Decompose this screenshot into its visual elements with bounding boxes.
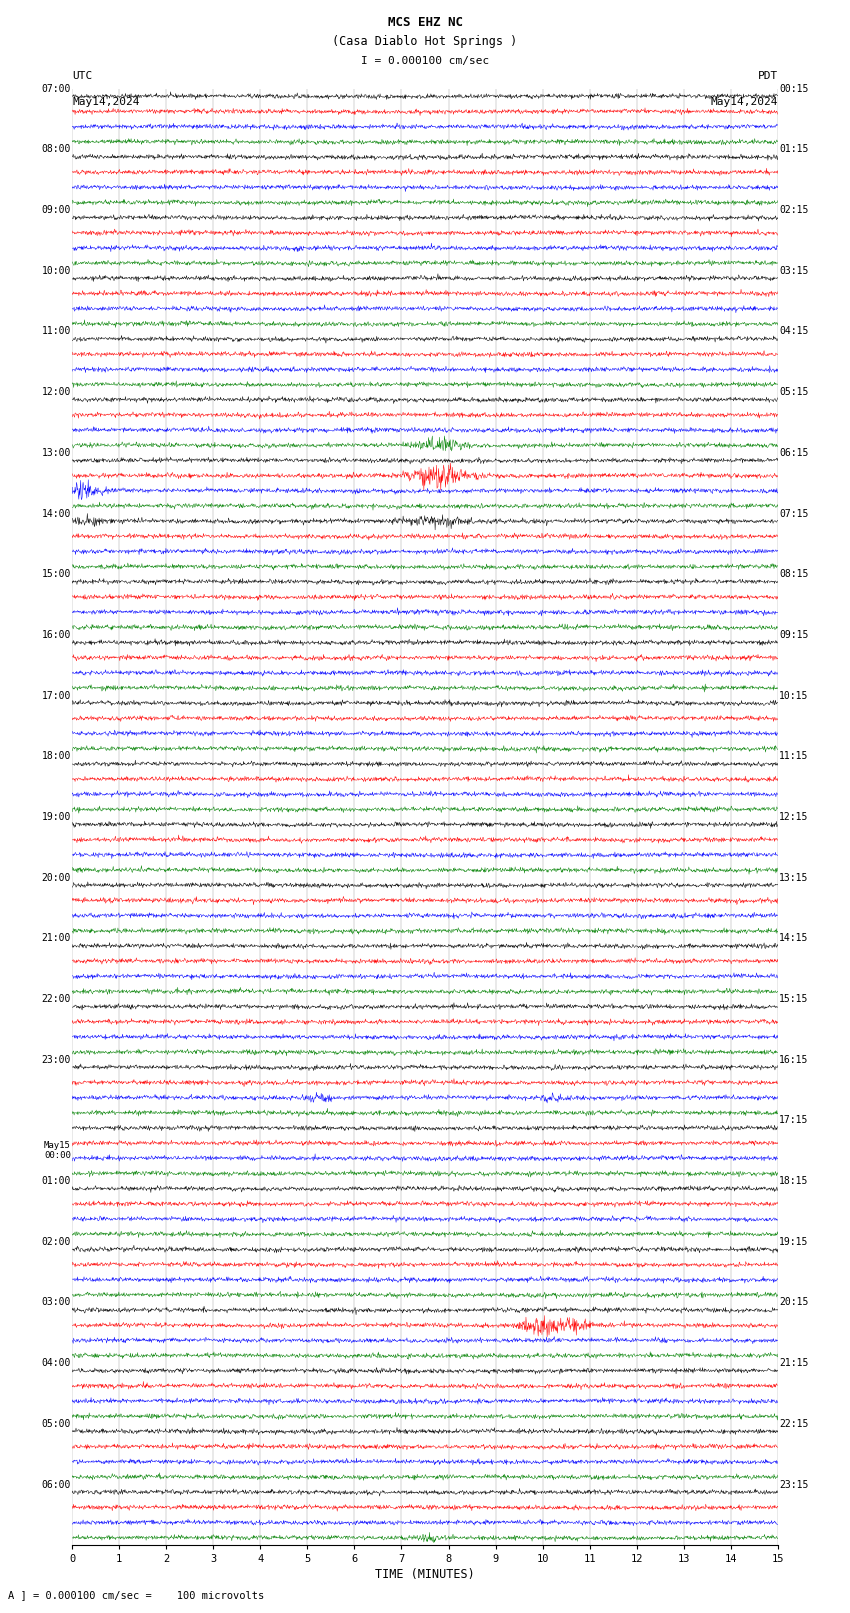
Text: 19:15: 19:15 xyxy=(779,1237,808,1247)
Text: 08:00: 08:00 xyxy=(42,145,71,155)
Text: 22:15: 22:15 xyxy=(779,1419,808,1429)
Text: 06:00: 06:00 xyxy=(42,1479,71,1489)
Text: May14,2024: May14,2024 xyxy=(72,97,139,106)
Text: 18:15: 18:15 xyxy=(779,1176,808,1186)
Text: 13:15: 13:15 xyxy=(779,873,808,882)
Text: 14:00: 14:00 xyxy=(42,508,71,518)
Text: MCS EHZ NC: MCS EHZ NC xyxy=(388,16,462,29)
Text: 07:00: 07:00 xyxy=(42,84,71,94)
Text: 09:15: 09:15 xyxy=(779,631,808,640)
Text: 16:15: 16:15 xyxy=(779,1055,808,1065)
Text: 21:00: 21:00 xyxy=(42,934,71,944)
Text: PDT: PDT xyxy=(757,71,778,81)
Text: 12:00: 12:00 xyxy=(42,387,71,397)
Text: 09:00: 09:00 xyxy=(42,205,71,215)
Text: UTC: UTC xyxy=(72,71,93,81)
Text: 15:15: 15:15 xyxy=(779,994,808,1003)
Text: 08:15: 08:15 xyxy=(779,569,808,579)
Text: 21:15: 21:15 xyxy=(779,1358,808,1368)
Text: I = 0.000100 cm/sec: I = 0.000100 cm/sec xyxy=(361,56,489,66)
Text: 13:00: 13:00 xyxy=(42,448,71,458)
Text: 16:00: 16:00 xyxy=(42,631,71,640)
Text: 20:15: 20:15 xyxy=(779,1297,808,1308)
Text: 00:15: 00:15 xyxy=(779,84,808,94)
Text: 14:15: 14:15 xyxy=(779,934,808,944)
Text: 22:00: 22:00 xyxy=(42,994,71,1003)
Text: 15:00: 15:00 xyxy=(42,569,71,579)
Text: 07:15: 07:15 xyxy=(779,508,808,518)
X-axis label: TIME (MINUTES): TIME (MINUTES) xyxy=(375,1568,475,1581)
Text: 04:00: 04:00 xyxy=(42,1358,71,1368)
Text: 03:00: 03:00 xyxy=(42,1297,71,1308)
Text: 18:00: 18:00 xyxy=(42,752,71,761)
Text: 02:00: 02:00 xyxy=(42,1237,71,1247)
Text: May14,2024: May14,2024 xyxy=(711,97,778,106)
Text: 12:15: 12:15 xyxy=(779,811,808,823)
Text: 17:00: 17:00 xyxy=(42,690,71,700)
Text: 10:15: 10:15 xyxy=(779,690,808,700)
Text: 02:15: 02:15 xyxy=(779,205,808,215)
Text: A ] = 0.000100 cm/sec =    100 microvolts: A ] = 0.000100 cm/sec = 100 microvolts xyxy=(8,1590,264,1600)
Text: 10:00: 10:00 xyxy=(42,266,71,276)
Text: 05:00: 05:00 xyxy=(42,1419,71,1429)
Text: 05:15: 05:15 xyxy=(779,387,808,397)
Text: 23:15: 23:15 xyxy=(779,1479,808,1489)
Text: May15
00:00: May15 00:00 xyxy=(44,1140,71,1160)
Text: 01:00: 01:00 xyxy=(42,1176,71,1186)
Text: 19:00: 19:00 xyxy=(42,811,71,823)
Text: 01:15: 01:15 xyxy=(779,145,808,155)
Text: 03:15: 03:15 xyxy=(779,266,808,276)
Text: 17:15: 17:15 xyxy=(779,1116,808,1126)
Text: 11:15: 11:15 xyxy=(779,752,808,761)
Text: 23:00: 23:00 xyxy=(42,1055,71,1065)
Text: 20:00: 20:00 xyxy=(42,873,71,882)
Text: 11:00: 11:00 xyxy=(42,326,71,337)
Text: 06:15: 06:15 xyxy=(779,448,808,458)
Text: 04:15: 04:15 xyxy=(779,326,808,337)
Text: (Casa Diablo Hot Springs ): (Casa Diablo Hot Springs ) xyxy=(332,35,518,48)
